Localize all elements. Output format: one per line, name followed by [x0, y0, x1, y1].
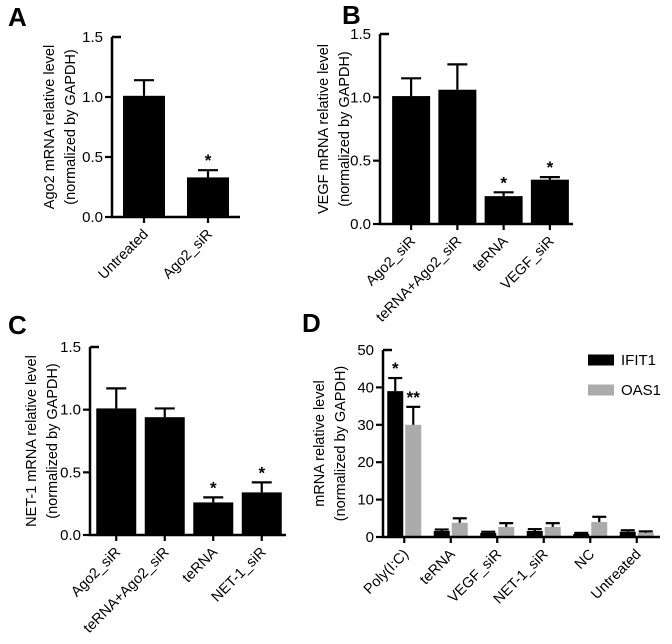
y-tick-label: 50 — [357, 342, 374, 359]
y-axis-title-line1: VEGF mRNA relative level — [316, 44, 332, 214]
panel-label-d: D — [302, 308, 321, 338]
y-axis-title-line1: Ago2 mRNA relative level — [42, 45, 58, 209]
significance-marker: * — [258, 463, 265, 482]
legend-swatch — [588, 354, 614, 366]
significance-marker: * — [210, 478, 217, 497]
significance-marker: * — [205, 151, 212, 170]
vegf-mrna-bar-chart: Ago2_siRteRNA+Ago2_siR*teRNA*VEGF_siR0.0… — [316, 26, 573, 325]
bar — [530, 179, 569, 224]
x-tick-label: Ago2_siR — [160, 227, 216, 283]
y-tick-label: 0.5 — [60, 464, 81, 481]
panel-label-c: C — [8, 310, 27, 340]
y-tick-label: 0.0 — [82, 209, 103, 226]
y-tick-label: 0.5 — [350, 153, 371, 170]
x-tick-label: teRNA+Ago2_siR — [81, 545, 173, 637]
legend-label: OAS1 — [621, 382, 661, 399]
panel-label-a: A — [8, 2, 27, 32]
y-axis-title-line2: (normalized by GAPDH) — [337, 51, 353, 207]
y-axis-title-line2: (normalized by GAPDH) — [333, 366, 349, 522]
y-tick-label: 40 — [357, 379, 374, 396]
bar — [591, 522, 608, 537]
x-tick-label: teRNA — [180, 544, 222, 586]
x-tick-label: Untreated — [95, 227, 151, 283]
x-tick-label: teRNA — [470, 233, 512, 275]
bar — [392, 96, 431, 224]
bar — [438, 89, 477, 224]
bar — [480, 532, 497, 537]
significance-marker: ** — [407, 388, 421, 407]
bar — [241, 492, 282, 535]
bar — [484, 196, 523, 224]
y-tick-label: 20 — [357, 454, 374, 471]
y-tick-label: 1.5 — [82, 29, 103, 46]
ago2-knockdown-bar-chart: Untreated * Ago2_siR 0.0 0.5 1.0 1.5 Ago2 mRNA … — [42, 29, 240, 283]
bar — [187, 177, 229, 217]
y-tick-label: 10 — [357, 492, 374, 509]
legend-swatch — [588, 384, 614, 396]
bar — [451, 522, 468, 537]
y-axis-title-line1: mRNA relative level — [312, 380, 328, 507]
x-tick-label: Untreated — [588, 547, 644, 603]
bar — [637, 532, 654, 537]
bar — [387, 391, 404, 537]
y-axis-title-line1: NET-1 mRNA relative level — [24, 355, 40, 527]
panel-label-b: B — [342, 0, 361, 30]
x-tick-label: Poly(I:C) — [361, 547, 412, 598]
bar — [619, 531, 636, 537]
y-tick-label: 1.0 — [60, 402, 81, 419]
significance-marker: * — [392, 359, 399, 378]
x-tick-label: teRNA — [417, 546, 459, 588]
bar — [96, 408, 137, 535]
bar — [123, 95, 165, 217]
x-tick-label: NC — [572, 547, 598, 573]
bar — [526, 531, 543, 537]
y-tick-label: 1.5 — [60, 339, 81, 356]
legend-label: IFIT1 — [621, 352, 656, 369]
y-tick-label: 0.0 — [60, 527, 81, 544]
significance-marker: * — [500, 173, 507, 192]
bar — [498, 526, 515, 537]
significance-marker: * — [547, 158, 554, 177]
y-tick-label: 1.0 — [82, 89, 103, 106]
bar — [193, 502, 234, 535]
bar — [433, 531, 450, 537]
y-tick-label: 1.5 — [350, 26, 371, 43]
y-axis-title-line2: (normalized by GAPDH) — [45, 363, 61, 519]
y-tick-label: 0.5 — [82, 149, 103, 166]
y-tick-label: 0.0 — [350, 216, 371, 233]
bar — [144, 417, 185, 535]
y-axis-title-line2: (normalized by GAPDH) — [63, 49, 79, 205]
y-tick-label: 0 — [366, 529, 374, 546]
bar — [573, 534, 590, 537]
y-tick-label: 1.0 — [350, 89, 371, 106]
y-tick-label: 30 — [357, 417, 374, 434]
net1-mrna-bar-chart: Ago2_siRteRNA+Ago2_siR*teRNA*NET-1_siR0.… — [24, 339, 286, 637]
bar — [405, 424, 422, 537]
bar — [544, 526, 561, 537]
